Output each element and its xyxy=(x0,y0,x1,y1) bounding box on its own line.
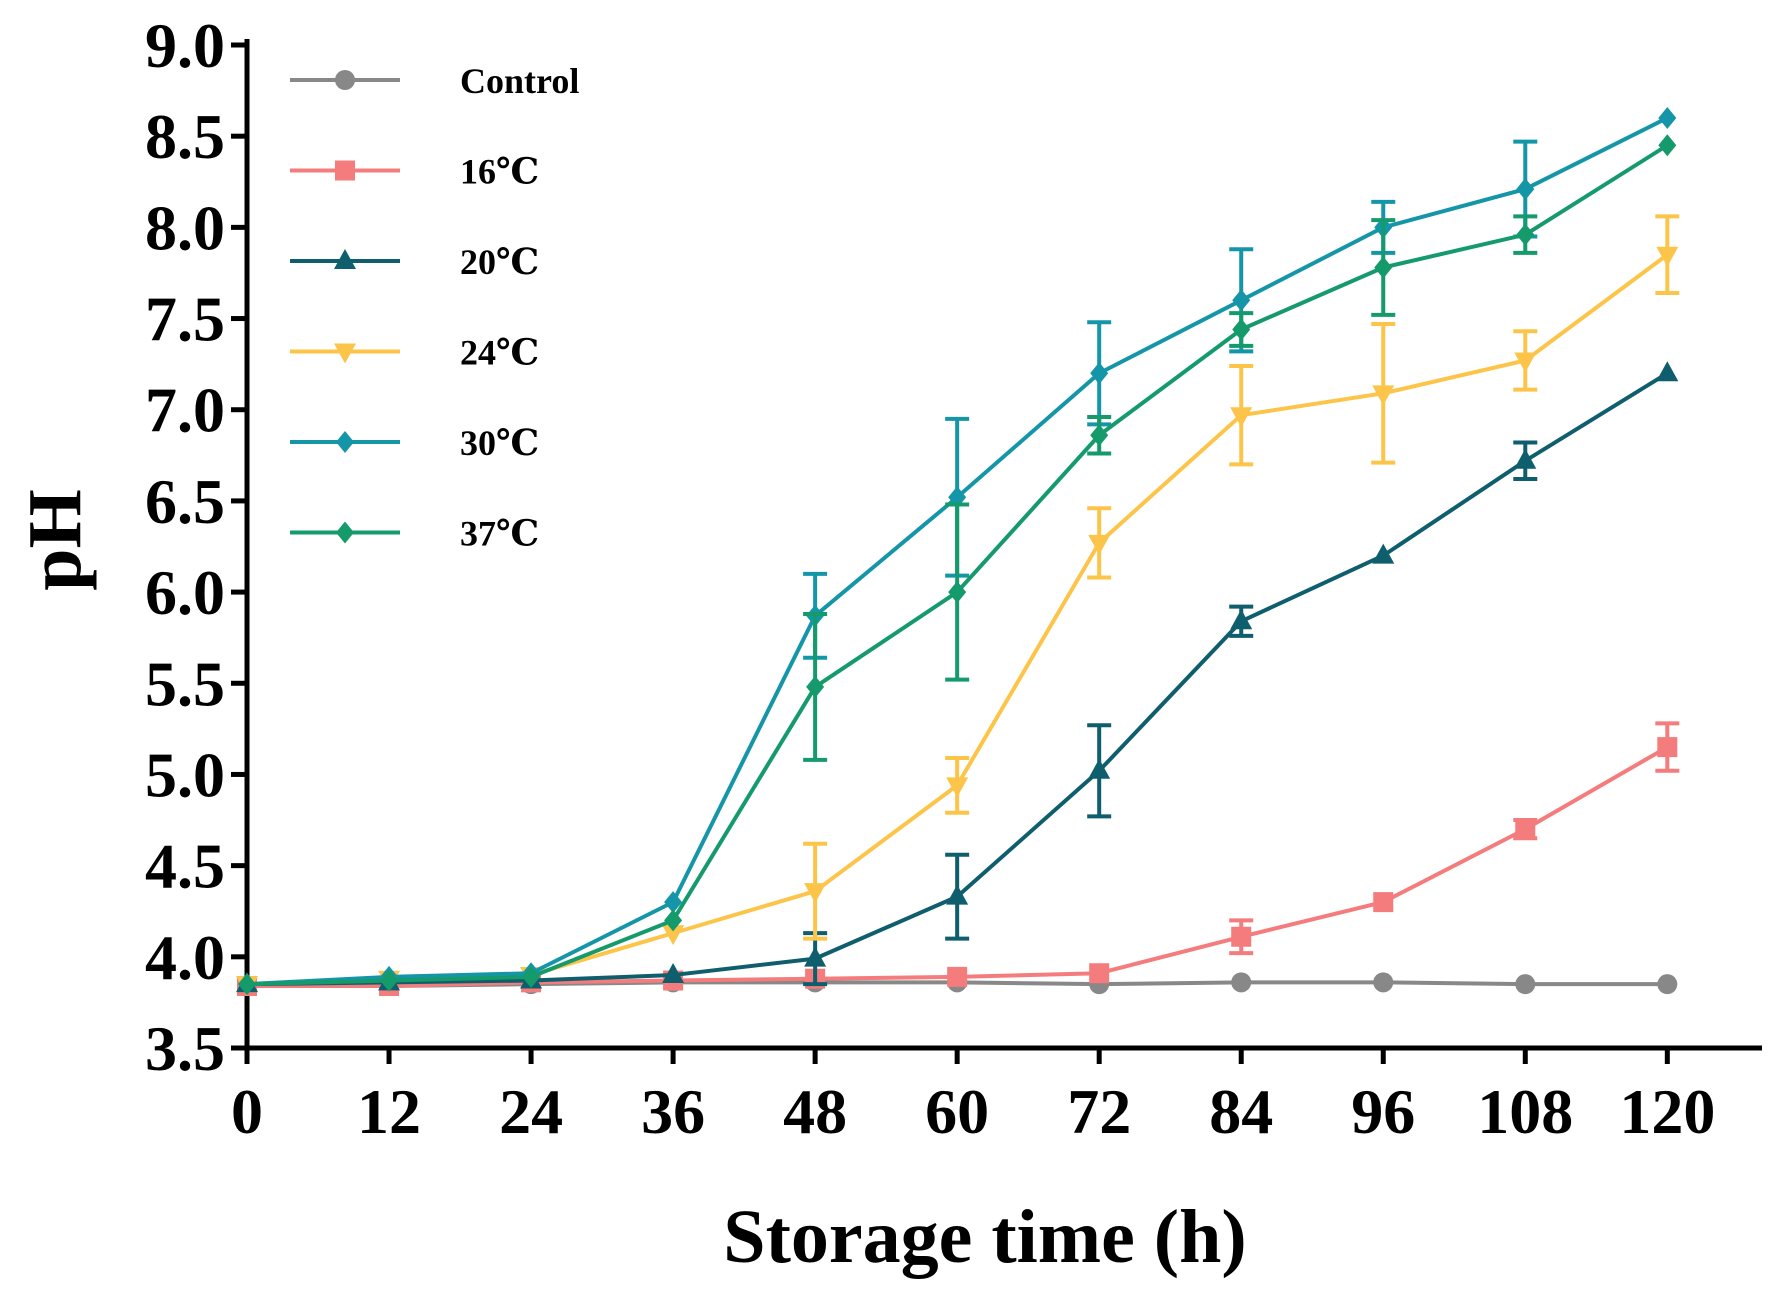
y-tick-label: 6.0 xyxy=(145,557,225,628)
data-point xyxy=(1514,448,1537,469)
x-tick-label: 84 xyxy=(1209,1076,1273,1147)
data-point xyxy=(662,963,685,984)
axes: 3.5 4.0 4.5 5.0 5.5 6.0 6.5 7.0 7.5 8.0 8.5 9.0 0 12 2… xyxy=(145,10,1762,1147)
x-tick-label: 60 xyxy=(925,1076,989,1147)
x-tick-label: 36 xyxy=(641,1076,705,1147)
data-point xyxy=(1516,178,1535,201)
x-tick-label: 12 xyxy=(357,1076,421,1147)
y-tick-label: 4.0 xyxy=(145,922,225,993)
x-tick-label: 0 xyxy=(231,1076,263,1147)
legend-label: 16℃ xyxy=(460,152,539,192)
y-tick-label: 5.5 xyxy=(145,648,225,719)
legend-label: 30℃ xyxy=(460,423,539,463)
data-point xyxy=(1373,972,1394,993)
legend-marker xyxy=(334,343,356,364)
series-5 xyxy=(238,134,1677,996)
y-tick-label: 8.0 xyxy=(145,192,225,263)
data-point xyxy=(1089,963,1110,984)
data-point xyxy=(947,966,968,987)
data-point xyxy=(1231,972,1252,993)
y-tick-label: 5.0 xyxy=(145,739,225,810)
y-tick-label: 4.5 xyxy=(145,831,225,902)
legend: Control 16℃ 20℃ 24℃ 30℃ 37℃ xyxy=(290,61,579,554)
y-tick-label: 7.0 xyxy=(145,375,225,446)
data-point xyxy=(1372,543,1395,564)
y-axis-title: pH xyxy=(13,489,97,590)
x-tick-label: 108 xyxy=(1477,1076,1573,1147)
data-point xyxy=(946,884,969,905)
y-tick-label: 6.5 xyxy=(145,466,225,537)
data-point xyxy=(1515,974,1536,995)
data-point xyxy=(664,909,683,932)
data-point xyxy=(1090,424,1109,447)
data-point xyxy=(1374,256,1393,279)
legend-label: 24℃ xyxy=(460,333,539,373)
data-point xyxy=(664,891,683,914)
legend-marker xyxy=(335,70,355,90)
legend-marker xyxy=(335,160,355,181)
data-point xyxy=(1231,926,1252,947)
data-point xyxy=(1516,223,1535,246)
data-point xyxy=(662,925,685,946)
data-point xyxy=(1232,289,1251,312)
data-point xyxy=(522,965,541,988)
x-tick-label: 48 xyxy=(783,1076,847,1147)
y-tick-label: 8.5 xyxy=(145,101,225,172)
series-2 xyxy=(236,361,1679,993)
y-tick-label: 7.5 xyxy=(145,284,225,355)
data-point xyxy=(1232,318,1251,341)
legend-marker xyxy=(336,521,354,544)
legend-label: 37℃ xyxy=(460,514,539,554)
data-point xyxy=(1230,609,1253,630)
data-point xyxy=(380,969,399,992)
series-1 xyxy=(237,721,1680,996)
legend-marker xyxy=(334,249,356,269)
data-point xyxy=(948,581,967,604)
data-point xyxy=(1657,737,1678,758)
x-tick-label: 96 xyxy=(1351,1076,1415,1147)
data-point xyxy=(806,675,825,698)
data-point xyxy=(1373,892,1394,913)
data-point xyxy=(1656,361,1679,382)
data-point xyxy=(1658,134,1677,157)
data-point xyxy=(1514,352,1537,373)
legend-label: Control xyxy=(460,61,579,101)
data-point xyxy=(946,777,969,798)
data-point xyxy=(1230,407,1253,428)
x-tick-label: 120 xyxy=(1619,1076,1715,1147)
legend-marker xyxy=(336,431,354,453)
data-point xyxy=(1372,385,1395,406)
data-point xyxy=(804,883,827,904)
x-axis-title: Storage time (h) xyxy=(723,1195,1246,1279)
series-layer xyxy=(236,106,1680,997)
data-point xyxy=(804,946,827,967)
data-point xyxy=(1657,974,1678,995)
x-tick-label: 24 xyxy=(499,1076,563,1147)
data-point xyxy=(1088,534,1111,555)
data-point xyxy=(1656,246,1679,267)
data-point xyxy=(1088,758,1111,779)
data-point xyxy=(1658,106,1677,129)
x-tick-label: 72 xyxy=(1067,1076,1131,1147)
y-tick-label: 3.5 xyxy=(145,1013,225,1084)
data-point xyxy=(1515,819,1536,840)
y-tick-label: 9.0 xyxy=(145,10,225,81)
data-point xyxy=(1090,362,1109,385)
legend-label: 20℃ xyxy=(460,242,539,282)
data-point xyxy=(238,973,256,996)
